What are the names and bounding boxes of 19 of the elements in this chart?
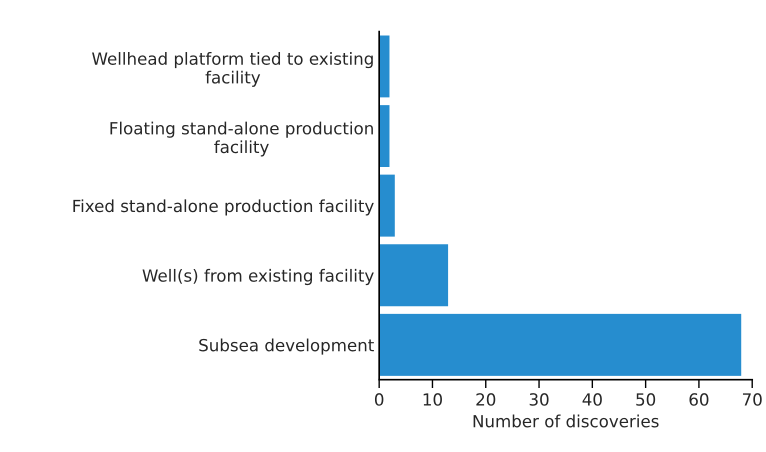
bar <box>379 104 390 168</box>
x-tick-label: 10 <box>424 393 442 406</box>
bar <box>379 174 396 238</box>
x-tick-label: 70 <box>742 393 762 406</box>
x-tick-label: 30 <box>530 393 549 406</box>
y-tick-label: Wellhead platform tied to existing facility <box>92 52 373 87</box>
y-tick-label: Floating stand-alone production facility <box>110 122 373 156</box>
x-axis-title: Number of discoveries <box>474 414 659 428</box>
x-tick-label: 0 <box>374 393 384 406</box>
x-tick-label: 20 <box>476 393 496 406</box>
bar <box>379 34 390 98</box>
y-tick-label: Subsea development <box>199 338 374 355</box>
y-tick-label: Well(s) from existing facility <box>142 268 374 286</box>
x-tick-label: 40 <box>582 393 602 406</box>
x-tick-label: 50 <box>636 393 656 406</box>
x-tick-label: 60 <box>689 393 708 406</box>
bar <box>379 313 742 377</box>
y-tick-label: Fixed stand-alone production facility <box>73 199 374 216</box>
bar <box>379 244 449 307</box>
